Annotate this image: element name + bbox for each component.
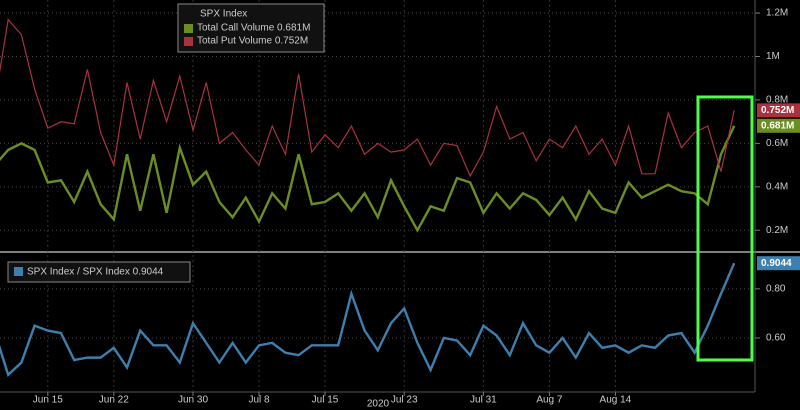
overlay: 0.681M 0.752M 0.9044 Jun 15 Jun 22 Jun 30 Jul … (7, 3, 800, 410)
series-line (0, 18, 735, 178)
y-tick-label: 0.4M (766, 181, 788, 192)
lines (0, 18, 736, 377)
x-tick-label: Jun 15 (33, 395, 63, 406)
x-tick-label: Aug 14 (600, 395, 632, 406)
legend-box (177, 3, 325, 53)
x-tick-label: Jun 30 (178, 395, 208, 406)
legend-box (7, 261, 191, 283)
series-line (0, 262, 736, 377)
x-tick-label: Jul 23 (391, 395, 418, 406)
grid: 0.2M 0.4M 0.6M 0.8M 1M 1.2M 0.60 0.80 (0, 0, 788, 396)
value-tag: 0.681M (761, 120, 794, 131)
x-tick-label: Jul 15 (312, 395, 339, 406)
y-tick-label: 0.8M (766, 95, 788, 106)
legend-title: SPX Index (200, 9, 247, 20)
x-tick-label: Aug 7 (536, 395, 563, 406)
y-tick-label: 0.6M (766, 138, 788, 149)
y-tick-label: 1.2M (766, 8, 788, 19)
legend-swatch (184, 24, 193, 33)
value-tag-bg (757, 256, 800, 271)
highlight-box (696, 95, 754, 362)
x-tick-label: Jun 22 (99, 395, 129, 406)
value-tag-bg (757, 118, 800, 133)
legend-label: Total Call Volume 0.681M (197, 23, 310, 34)
x-tick-label: Jul 8 (248, 395, 270, 406)
legend-label: SPX Index / SPX Index 0.9044 (27, 267, 164, 278)
series-line (0, 125, 736, 233)
value-tag: 0.9044 (761, 258, 792, 269)
legend-label: Total Put Volume 0.752M (197, 36, 308, 47)
legend-swatch (184, 37, 193, 46)
y-tick-label: 0.60 (766, 333, 786, 344)
x-axis-label: 2020 (367, 399, 390, 410)
value-tag: 0.752M (761, 105, 794, 116)
legend-swatch (14, 267, 23, 276)
y-tick-label: 1M (766, 51, 780, 62)
value-tag-bg (757, 103, 800, 118)
y-tick-label: 0.80 (766, 283, 786, 294)
x-tick-label: Jul 31 (470, 395, 497, 406)
y-tick-label: 0.2M (766, 225, 788, 236)
